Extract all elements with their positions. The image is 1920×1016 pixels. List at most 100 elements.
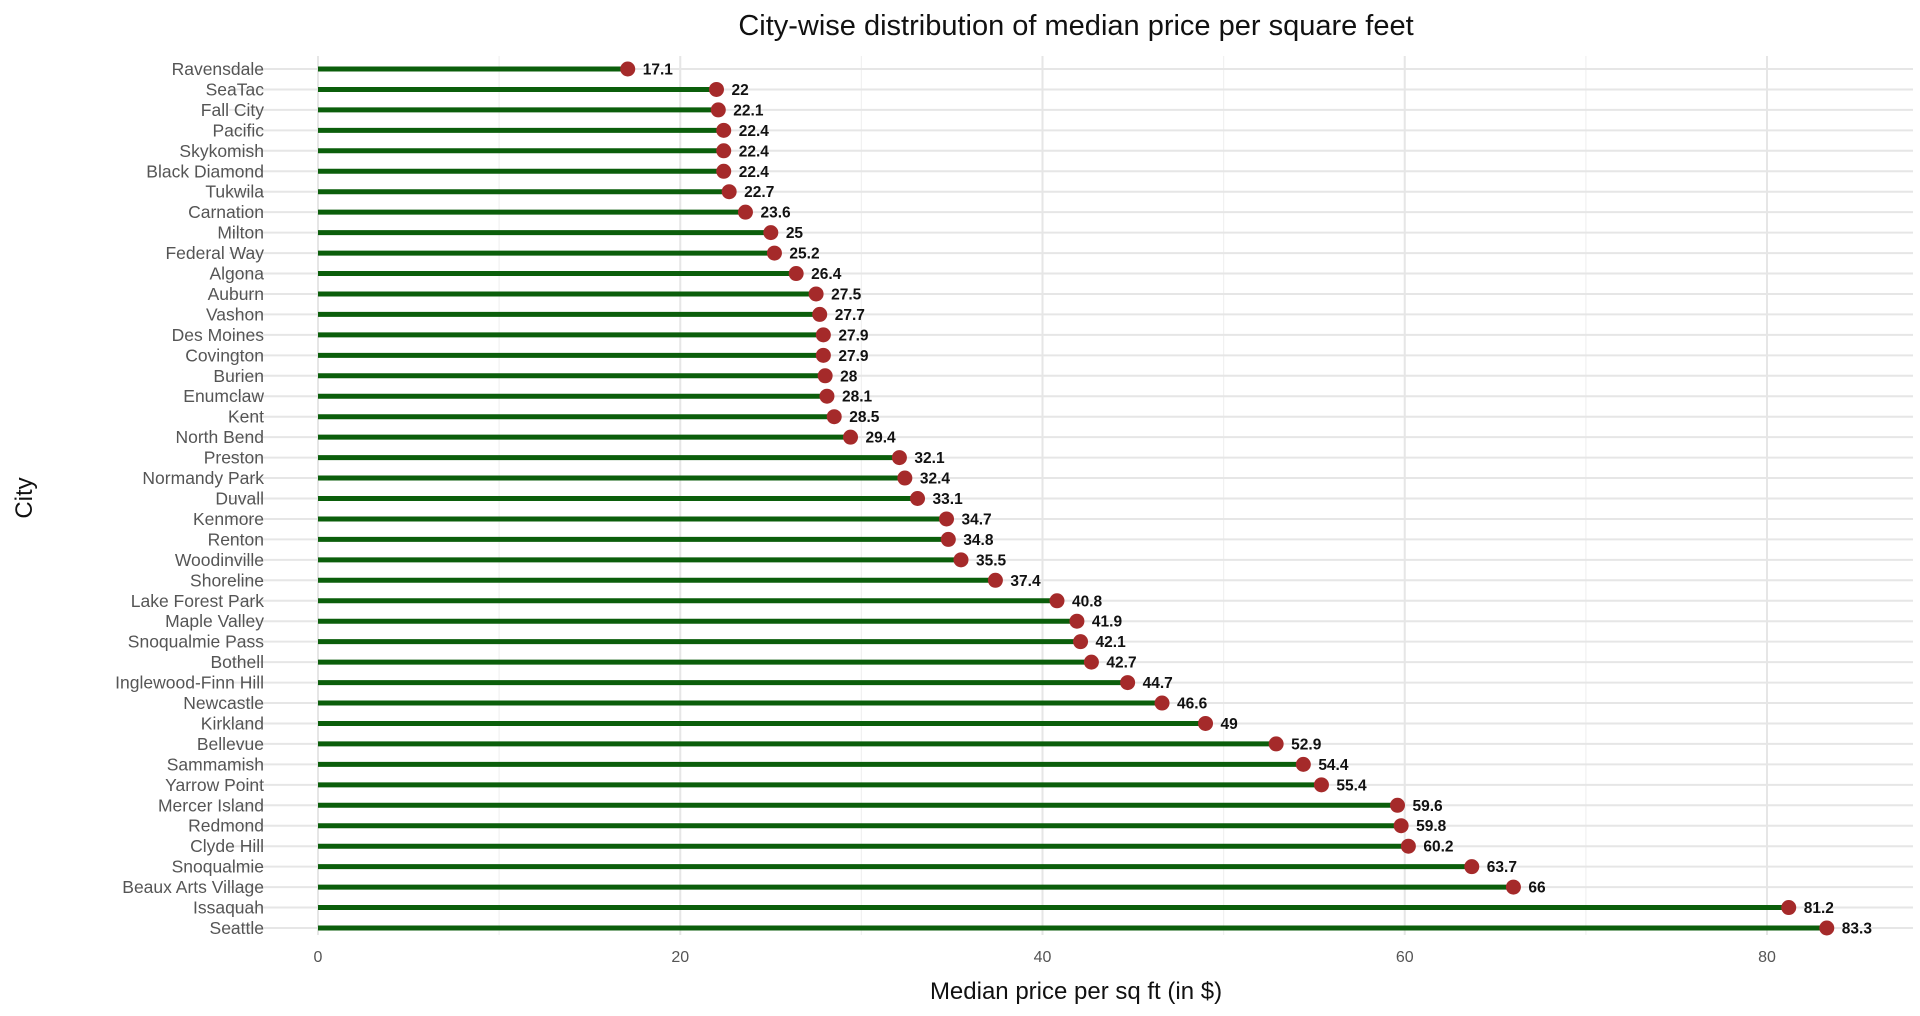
data-labels: 17.1 22 22.1 22.4 22.4 22.4 22.7 23.6 25 25.2 26.4… xyxy=(643,62,1873,938)
x-tick-label: 80 xyxy=(1758,949,1776,966)
category-label: Covington xyxy=(185,345,264,365)
data-label: 29.4 xyxy=(866,430,897,447)
data-label: 83.3 xyxy=(1842,921,1873,938)
point-covington xyxy=(815,347,831,363)
x-tick-label: 60 xyxy=(1396,949,1414,966)
category-label: Seattle xyxy=(210,918,264,938)
category-label: Enumclaw xyxy=(183,386,264,406)
point-vashon xyxy=(812,306,828,322)
category-label: Inglewood-Finn Hill xyxy=(115,673,264,693)
data-label: 22 xyxy=(731,82,748,99)
point-des-moines xyxy=(815,327,831,343)
category-label: Skykomish xyxy=(179,141,264,161)
category-label: Auburn xyxy=(208,284,264,304)
point-ravensdale xyxy=(620,61,636,77)
data-label: 22.4 xyxy=(739,164,770,181)
data-label: 55.4 xyxy=(1336,777,1367,794)
data-label: 59.6 xyxy=(1413,798,1444,815)
data-label: 28.5 xyxy=(849,409,880,426)
category-label: Beaux Arts Village xyxy=(122,877,264,897)
point-maple-valley xyxy=(1069,613,1085,629)
data-label: 42.1 xyxy=(1096,634,1127,651)
data-label: 22.4 xyxy=(739,123,770,140)
point-normandy-park xyxy=(897,470,913,486)
point-kenmore xyxy=(939,511,955,527)
category-label: Mercer Island xyxy=(158,795,264,815)
data-label: 46.6 xyxy=(1177,696,1208,713)
category-label: Newcastle xyxy=(183,693,264,713)
lollipop-points xyxy=(620,61,1835,936)
category-label: Milton xyxy=(217,223,264,243)
point-snoqualmie xyxy=(1464,859,1480,875)
y-axis-title: City xyxy=(11,477,38,518)
x-tick-label: 0 xyxy=(314,949,323,966)
point-fall-city xyxy=(710,102,726,118)
data-label: 54.4 xyxy=(1318,757,1349,774)
category-label: Preston xyxy=(204,448,264,468)
data-label: 23.6 xyxy=(760,205,791,222)
point-black-diamond xyxy=(716,163,732,179)
lollipop-stems xyxy=(318,66,1827,931)
data-label: 28.1 xyxy=(842,389,873,406)
category-label: Lake Forest Park xyxy=(131,591,264,611)
point-newcastle xyxy=(1154,695,1170,711)
data-label: 32.1 xyxy=(914,450,945,467)
category-label: Bellevue xyxy=(197,734,264,754)
point-beaux-arts-village xyxy=(1505,879,1521,895)
data-label: 27.7 xyxy=(835,307,865,324)
category-label: Carnation xyxy=(188,202,264,222)
data-label: 63.7 xyxy=(1487,859,1517,876)
x-tick-label: 20 xyxy=(671,949,689,966)
category-label: Burien xyxy=(213,366,264,386)
point-burien xyxy=(817,368,833,384)
data-label: 27.5 xyxy=(831,286,862,303)
category-label: Bothell xyxy=(210,652,264,672)
data-label: 33.1 xyxy=(933,491,964,508)
point-carnation xyxy=(737,204,753,220)
data-label: 26.4 xyxy=(811,266,842,283)
point-skykomish xyxy=(716,143,732,159)
category-label: Renton xyxy=(208,529,264,549)
category-label: Kirkland xyxy=(201,713,264,733)
category-label: Pacific xyxy=(212,120,264,140)
point-kent xyxy=(826,409,842,425)
data-label: 49 xyxy=(1221,716,1239,733)
data-label: 22.7 xyxy=(744,184,774,201)
data-label: 52.9 xyxy=(1291,736,1322,753)
data-label: 25 xyxy=(786,225,804,242)
point-renton xyxy=(940,531,956,547)
point-pacific xyxy=(716,122,732,138)
data-label: 34.8 xyxy=(963,532,994,549)
point-woodinville xyxy=(953,552,969,568)
point-preston xyxy=(891,450,907,466)
category-label: Vashon xyxy=(206,304,264,324)
data-label: 32.4 xyxy=(920,471,951,488)
point-seattle xyxy=(1819,920,1835,936)
category-label: Federal Way xyxy=(165,243,264,263)
category-label: Yarrow Point xyxy=(165,775,264,795)
category-label: Woodinville xyxy=(175,550,264,570)
data-label: 66 xyxy=(1528,880,1546,897)
point-issaquah xyxy=(1781,900,1797,916)
chart-title: City-wise distribution of median price p… xyxy=(738,10,1413,42)
category-label: Kenmore xyxy=(193,509,264,529)
category-label: North Bend xyxy=(175,427,264,447)
point-shoreline xyxy=(987,572,1003,588)
point-bothell xyxy=(1083,654,1099,670)
category-label: Shoreline xyxy=(190,570,264,590)
point-kirkland xyxy=(1198,715,1214,731)
point-clyde-hill xyxy=(1400,838,1416,854)
data-label: 34.7 xyxy=(962,511,992,528)
category-label: Snoqualmie xyxy=(172,857,264,877)
category-label: Snoqualmie Pass xyxy=(128,632,264,652)
category-label: Tukwila xyxy=(205,182,264,202)
x-tick-label: 40 xyxy=(1034,949,1052,966)
data-label: 41.9 xyxy=(1092,614,1123,631)
data-label: 37.4 xyxy=(1010,573,1041,590)
category-label: Kent xyxy=(228,407,264,427)
category-label: Redmond xyxy=(188,816,264,836)
point-north-bend xyxy=(843,429,859,445)
point-seatac xyxy=(708,81,724,97)
category-label: Clyde Hill xyxy=(190,836,264,856)
